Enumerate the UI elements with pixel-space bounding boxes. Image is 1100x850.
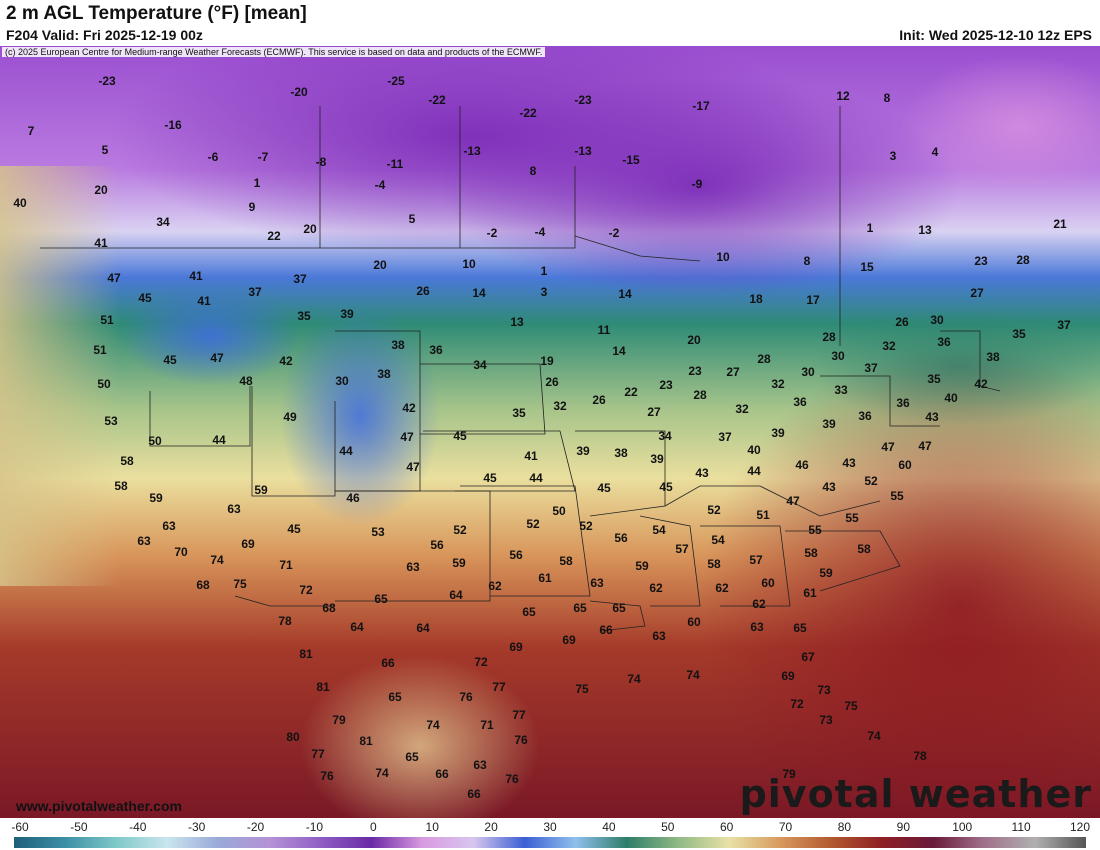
scale-tick-label: -10 xyxy=(305,820,324,834)
scale-tick-label: 20 xyxy=(484,820,498,834)
scale-tick-label: 50 xyxy=(661,820,675,834)
scale-tick-label: 120 xyxy=(1069,820,1091,834)
temperature-field xyxy=(0,46,1100,818)
scale-tick-label: -40 xyxy=(129,820,147,834)
copyright-notice: (c) 2025 European Centre for Medium-rang… xyxy=(2,47,546,57)
scale-tick-label: 10 xyxy=(425,820,439,834)
scale-tick-label: 70 xyxy=(778,820,793,834)
scale-tick-label: 40 xyxy=(602,820,616,834)
scale-tick-label: 60 xyxy=(719,820,734,834)
scale-bar xyxy=(14,837,1086,848)
scale-tick-label: 100 xyxy=(952,820,973,834)
valid-time: F204 Valid: Fri 2025-12-19 00z xyxy=(6,27,203,43)
scale-tick-label: -60 xyxy=(11,820,29,834)
map-title: 2 m AGL Temperature (°F) [mean] xyxy=(6,3,307,24)
brand-watermark: pivotal weather xyxy=(739,772,1092,816)
scale-tick-label: 90 xyxy=(896,820,911,834)
scale-tick-label: 0 xyxy=(369,820,377,834)
boundary-lines xyxy=(40,106,1001,632)
header: 2 m AGL Temperature (°F) [mean] F204 Val… xyxy=(0,0,1100,46)
scale-tick-label: -50 xyxy=(70,820,88,834)
scale-tick-label: 80 xyxy=(837,820,852,834)
init-time: Init: Wed 2025-12-10 12z EPS xyxy=(899,27,1092,43)
website-link[interactable]: www.pivotalweather.com xyxy=(16,798,182,814)
scale-tick-label: -20 xyxy=(246,820,265,834)
color-scale: -60 -50 -40 -30 -20 -10 0 10 20 30 40 50 60 70 80 90 100… xyxy=(0,818,1100,850)
scale-tick-label: 30 xyxy=(543,820,557,834)
temperature-map: (c) 2025 European Centre for Medium-rang… xyxy=(0,46,1100,818)
scale-tick-label: 110 xyxy=(1011,820,1031,834)
scale-tick-label: -30 xyxy=(187,820,206,834)
scale-ticks: -60 -50 -40 -30 -20 -10 0 10 20 30 40 50 60 70 80 90 100… xyxy=(0,820,1100,834)
